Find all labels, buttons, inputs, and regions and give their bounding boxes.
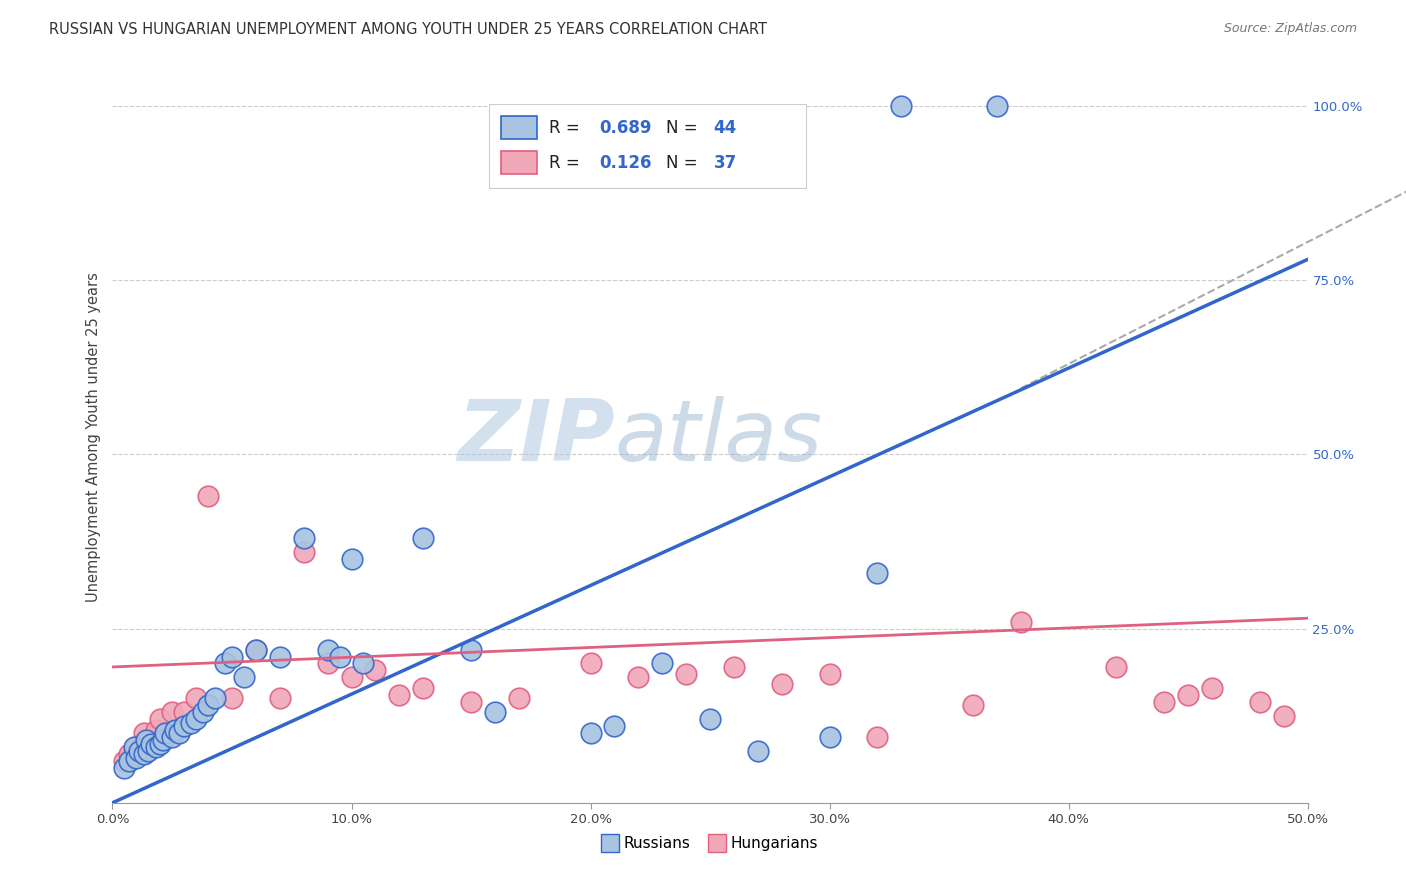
Point — [316, 642, 339, 657]
Point — [118, 747, 141, 761]
Point — [1177, 688, 1199, 702]
Point — [125, 750, 148, 764]
Point — [388, 688, 411, 702]
Point — [162, 730, 183, 744]
Text: Source: ZipAtlas.com: Source: ZipAtlas.com — [1223, 22, 1357, 36]
Point — [186, 691, 208, 706]
Point — [169, 726, 191, 740]
Point — [316, 657, 339, 671]
Point — [173, 719, 195, 733]
Text: 0.126: 0.126 — [599, 153, 651, 172]
Text: RUSSIAN VS HUNGARIAN UNEMPLOYMENT AMONG YOUTH UNDER 25 YEARS CORRELATION CHART: RUSSIAN VS HUNGARIAN UNEMPLOYMENT AMONG … — [49, 22, 768, 37]
Point — [460, 642, 482, 657]
Point — [627, 670, 650, 684]
Point — [340, 552, 363, 566]
Point — [122, 740, 145, 755]
Bar — [501, 116, 537, 139]
Point — [866, 566, 889, 580]
Point — [233, 670, 256, 684]
Point — [269, 649, 291, 664]
Point — [890, 99, 912, 113]
Point — [138, 743, 160, 757]
Point — [149, 712, 172, 726]
Point — [173, 705, 195, 719]
Point — [125, 740, 148, 755]
Point — [145, 723, 167, 737]
Point — [135, 733, 157, 747]
Point — [197, 489, 219, 503]
Point — [1105, 660, 1128, 674]
Point — [1153, 695, 1175, 709]
Point — [770, 677, 793, 691]
Point — [675, 667, 697, 681]
Point — [723, 660, 745, 674]
Point — [132, 726, 155, 740]
Text: R =: R = — [548, 119, 585, 136]
Point — [747, 743, 769, 757]
Point — [245, 642, 267, 657]
Point — [508, 691, 530, 706]
Text: N =: N = — [666, 153, 703, 172]
Point — [118, 754, 141, 768]
Point — [484, 705, 506, 719]
Point — [352, 657, 374, 671]
Point — [145, 740, 167, 755]
Text: N =: N = — [666, 119, 703, 136]
Point — [221, 649, 243, 664]
Point — [962, 698, 984, 713]
Point — [193, 705, 215, 719]
Point — [163, 723, 186, 737]
Point — [818, 667, 841, 681]
Point — [364, 664, 387, 678]
Text: 0.689: 0.689 — [599, 119, 651, 136]
Point — [579, 726, 602, 740]
Point — [214, 657, 236, 671]
Point — [221, 691, 243, 706]
Point — [139, 737, 162, 751]
Text: atlas: atlas — [614, 395, 823, 479]
Text: 44: 44 — [714, 119, 737, 136]
Point — [1201, 681, 1223, 695]
Point — [579, 657, 602, 671]
Point — [340, 670, 363, 684]
Text: ZIP: ZIP — [457, 395, 614, 479]
Point — [1249, 695, 1271, 709]
Point — [149, 737, 172, 751]
Point — [132, 747, 155, 761]
Point — [699, 712, 721, 726]
Point — [651, 657, 673, 671]
Point — [153, 726, 176, 740]
Point — [866, 730, 889, 744]
FancyBboxPatch shape — [489, 104, 806, 188]
Point — [245, 642, 267, 657]
Point — [138, 733, 160, 747]
Point — [292, 545, 315, 559]
Point — [1010, 615, 1032, 629]
Point — [180, 715, 202, 730]
Y-axis label: Unemployment Among Youth under 25 years: Unemployment Among Youth under 25 years — [86, 272, 101, 602]
Text: R =: R = — [548, 153, 585, 172]
Bar — [501, 151, 537, 175]
Text: 37: 37 — [714, 153, 737, 172]
Point — [412, 531, 434, 545]
Point — [603, 719, 626, 733]
Point — [162, 705, 183, 719]
Point — [204, 691, 226, 706]
Point — [412, 681, 434, 695]
Point — [818, 730, 841, 744]
Point — [152, 733, 174, 747]
Point — [186, 712, 208, 726]
Point — [269, 691, 291, 706]
Legend: Russians, Hungarians: Russians, Hungarians — [596, 830, 824, 857]
Point — [292, 531, 315, 545]
Point — [114, 761, 135, 775]
Point — [329, 649, 352, 664]
Point — [197, 698, 219, 713]
Point — [986, 99, 1008, 113]
Point — [114, 754, 135, 768]
Point — [460, 695, 482, 709]
Point — [1272, 708, 1295, 723]
Point — [128, 743, 150, 757]
